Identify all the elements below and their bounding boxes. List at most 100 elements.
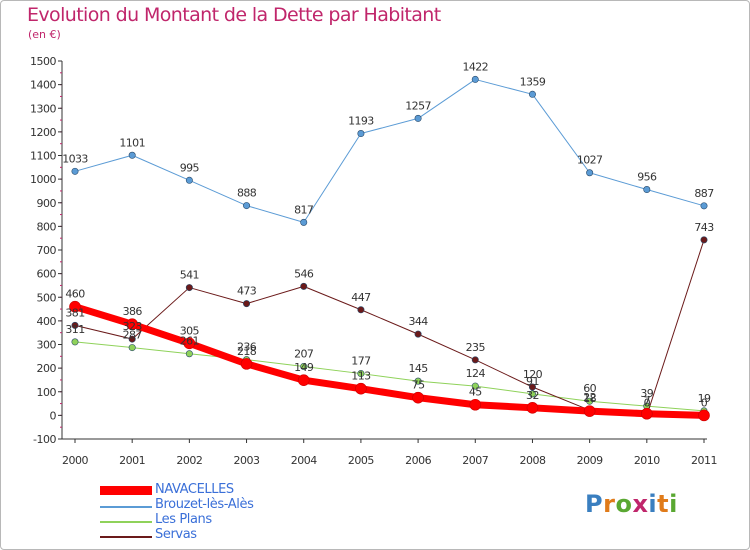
data-point-servas	[300, 282, 308, 290]
y-tick-label: 700	[37, 244, 57, 257]
data-point-brouzet-l-s-al-s	[128, 151, 136, 159]
y-tick-label: 100	[37, 386, 57, 399]
data-point-servas	[243, 300, 251, 308]
data-label-servas: 22	[583, 391, 596, 404]
data-label-brouzet-l-s-al-s: 1257	[405, 99, 431, 112]
data-label-navacelles: 218	[237, 345, 257, 358]
y-tick-label: 900	[37, 197, 57, 210]
data-point-brouzet-l-s-al-s	[528, 90, 536, 98]
data-label-navacelles: 113	[351, 370, 371, 383]
x-tick-label: 2004	[291, 454, 317, 467]
data-label-servas: 541	[180, 269, 199, 282]
data-point-brouzet-l-s-al-s	[357, 130, 365, 138]
logo-letter: x	[632, 490, 649, 518]
data-point-brouzet-l-s-al-s	[471, 75, 479, 83]
data-point-servas	[528, 383, 536, 391]
data-label-brouzet-l-s-al-s: 817	[294, 203, 314, 216]
data-point-servas	[71, 321, 79, 329]
x-tick-label: 2007	[462, 454, 488, 467]
data-point-servas	[414, 330, 422, 338]
data-point-servas	[128, 335, 136, 343]
data-label-servas: 743	[694, 221, 714, 234]
data-label-brouzet-l-s-al-s: 1101	[119, 136, 145, 149]
data-point-brouzet-l-s-al-s	[586, 169, 594, 177]
series-line-servas	[74, 239, 705, 416]
series-line-les-plans	[74, 341, 705, 412]
y-tick-label: 400	[37, 315, 57, 328]
data-point-navacelles	[183, 337, 196, 350]
legend-swatch-servas	[100, 536, 152, 538]
data-label-brouzet-l-s-al-s: 1027	[577, 154, 603, 167]
data-label-brouzet-l-s-al-s: 1422	[462, 60, 488, 73]
logo-letter: i	[648, 490, 658, 518]
data-point-navacelles	[297, 374, 310, 386]
chart-unit: (en €)	[28, 28, 61, 41]
axes: -100010020030040050060070080090010001100…	[30, 55, 718, 467]
series-lines	[69, 75, 710, 422]
data-label-servas: 344	[408, 315, 428, 328]
data-label-brouzet-l-s-al-s: 1359	[520, 75, 546, 88]
x-tick-label: 2005	[348, 454, 374, 467]
legend-swatch-navacelles	[100, 486, 152, 495]
legend-swatch-brouzet	[100, 506, 152, 508]
data-label-les-plans: 287	[123, 329, 143, 342]
data-point-servas	[185, 284, 193, 292]
series-line-navacelles	[71, 303, 708, 419]
data-point-les-plans	[528, 390, 536, 398]
series-line-brouzet-l-s-al-s	[74, 78, 705, 223]
data-point-navacelles	[698, 409, 710, 422]
data-label-navacelles: 7	[644, 395, 651, 408]
legend: NAVACELLES Brouzet-lès-Alès Les Plans Se…	[100, 482, 340, 544]
data-label-servas: 381	[65, 306, 84, 319]
data-label-navacelles: 32	[526, 389, 539, 402]
y-tick-label: 1500	[30, 55, 56, 68]
y-tick-label: 0	[50, 409, 57, 422]
data-point-navacelles	[126, 318, 138, 330]
x-tick-label: 2003	[234, 454, 260, 467]
data-point-navacelles	[69, 300, 81, 313]
data-label-les-plans: 236	[237, 341, 257, 354]
data-label-les-plans: 39	[640, 387, 653, 400]
data-label-les-plans: 177	[351, 355, 371, 368]
data-point-brouzet-l-s-al-s	[71, 167, 79, 175]
data-point-brouzet-l-s-al-s	[700, 202, 708, 210]
data-label-brouzet-l-s-al-s: 956	[637, 171, 657, 184]
y-tick-label: 1300	[30, 102, 56, 115]
y-tick-label: 1400	[30, 79, 56, 92]
x-tick-label: 2010	[634, 454, 660, 467]
data-point-les-plans	[71, 338, 79, 346]
x-tick-label: 2001	[119, 454, 145, 467]
y-tick-label: 300	[37, 339, 57, 352]
legend-item-brouzet: Brouzet-lès-Alès	[100, 497, 340, 514]
data-label-les-plans: 124	[466, 367, 486, 380]
data-label-les-plans: 261	[180, 335, 199, 348]
data-point-les-plans	[128, 344, 136, 352]
legend-label-brouzet: Brouzet-lès-Alès	[155, 497, 254, 512]
legend-item-servas: Servas	[100, 527, 340, 544]
data-label-servas: 473	[237, 285, 257, 298]
logo-letter: r	[603, 490, 616, 518]
data-point-les-plans	[471, 382, 479, 390]
x-tick-label: 2008	[519, 454, 545, 467]
data-label-servas: 546	[294, 267, 314, 280]
logo-letter: t	[657, 490, 670, 518]
data-label-servas: 0	[644, 396, 651, 409]
data-label-navacelles: 45	[469, 386, 482, 399]
y-tick-label: 600	[37, 268, 57, 281]
y-tick-label: 1200	[30, 126, 56, 139]
data-labels: 1033 1101 995 888 817 1193 1257 1422 1359 1027 956…	[62, 60, 715, 409]
y-tick-label: 1000	[30, 173, 56, 186]
data-point-les-plans	[414, 377, 422, 385]
data-point-servas	[700, 236, 708, 244]
data-point-brouzet-l-s-al-s	[300, 218, 308, 226]
x-tick-label: 2006	[405, 454, 431, 467]
logo-letter: i	[669, 490, 678, 518]
data-point-navacelles	[355, 382, 367, 395]
data-label-servas: 120	[523, 368, 543, 381]
y-tick-label: 200	[37, 362, 57, 375]
legend-label-navacelles: NAVACELLES	[155, 482, 234, 497]
proxiti-logo: Proxiti	[585, 490, 678, 518]
data-label-les-plans: 60	[583, 382, 596, 395]
data-point-les-plans	[586, 397, 594, 405]
